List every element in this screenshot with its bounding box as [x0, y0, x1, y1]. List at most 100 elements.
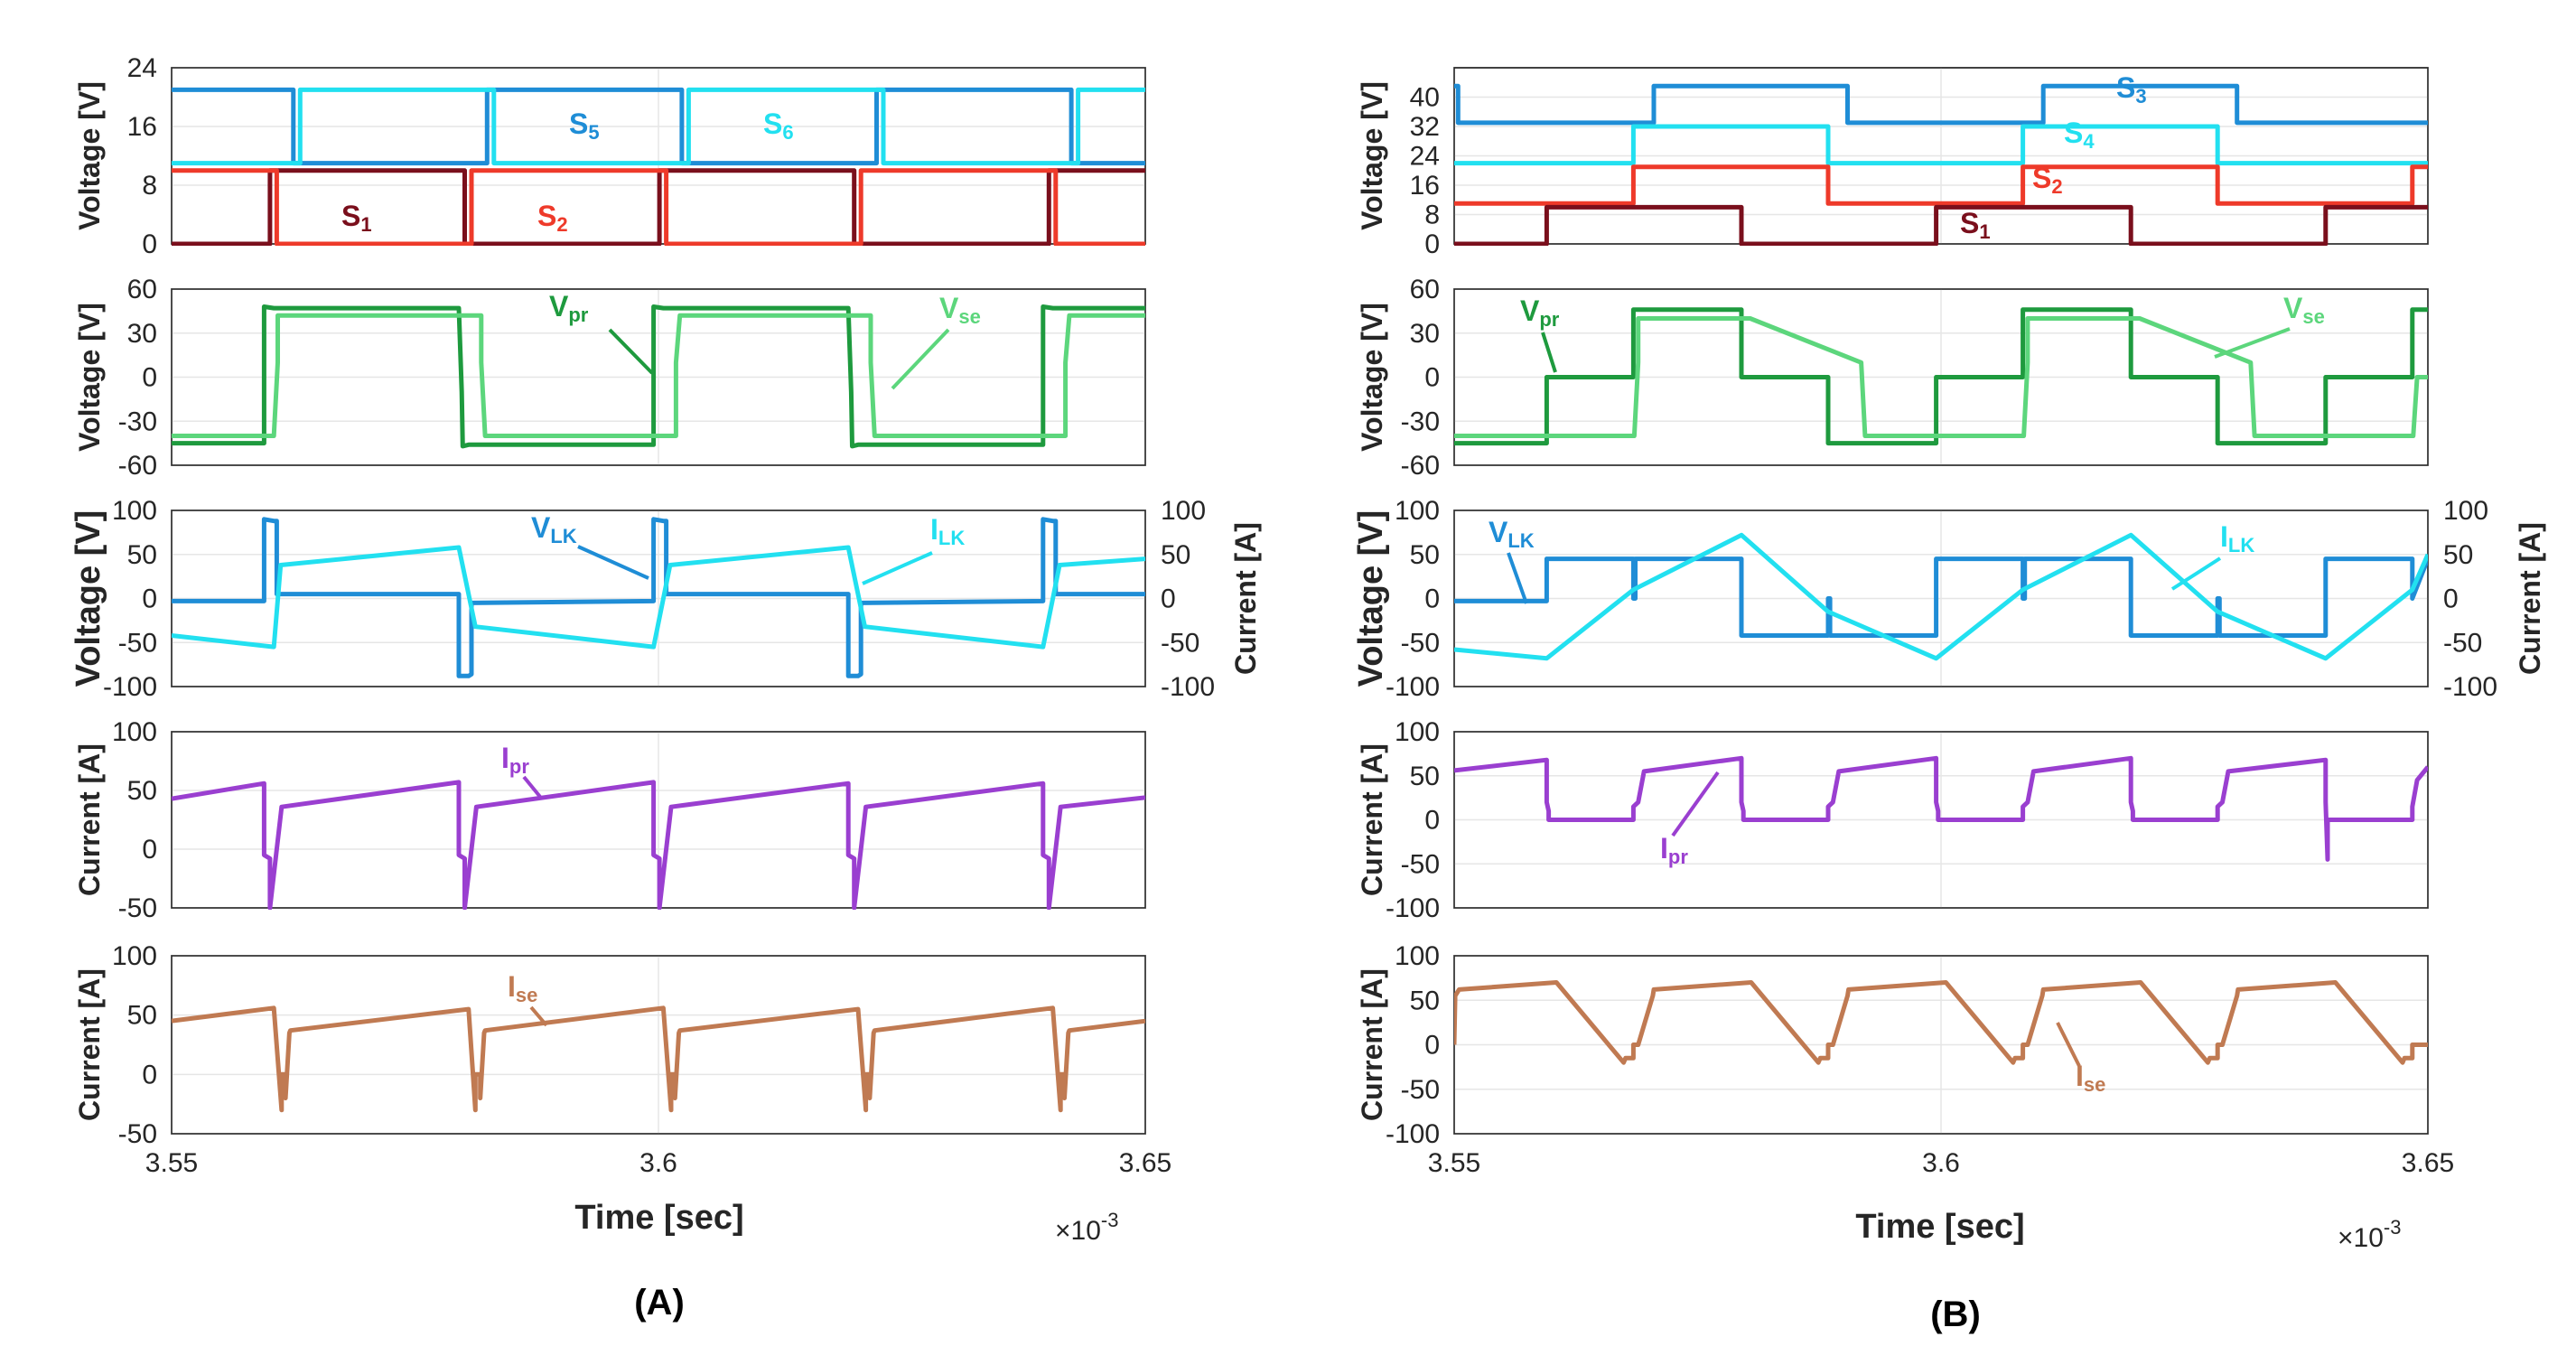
- y-tick-label: 30: [127, 319, 157, 349]
- y-tick-label: 30: [1410, 319, 1440, 349]
- annotation-s1: S1: [1960, 207, 1991, 243]
- annotation-s2: S2: [537, 200, 568, 236]
- series-s2: [172, 168, 1145, 246]
- x-tick-label: 3.65: [2402, 1148, 2454, 1178]
- y-right-tick-label: 100: [2443, 496, 2488, 526]
- annotation-leader-vpr: [1541, 332, 1557, 373]
- series-vlk: [172, 517, 1145, 678]
- y-axis-label: Voltage [V]: [73, 303, 106, 452]
- annotation-s3: S3: [2116, 71, 2147, 108]
- y-tick-label: -50: [118, 628, 157, 658]
- annotation-leader-ipr: [522, 775, 542, 799]
- series-ipr: [172, 780, 1145, 910]
- y-tick-label: 100: [112, 496, 157, 526]
- y-right-tick-label: 0: [2443, 584, 2459, 614]
- series-vse: [172, 313, 1145, 438]
- y-tick-label: 40: [1410, 83, 1440, 113]
- y-right-tick-label: 100: [1161, 496, 1206, 526]
- annotation-ipr: Ipr: [501, 742, 529, 778]
- y-tick-label: 16: [127, 112, 157, 142]
- y-tick-label: 0: [1424, 229, 1440, 259]
- annotation-vlk: VLK: [1489, 516, 1535, 552]
- y-axis-label: Current [A]: [73, 743, 106, 896]
- y-tick-label: 100: [1395, 941, 1440, 971]
- annotation-vse: Vse: [2283, 292, 2325, 328]
- y-tick-label: 0: [142, 584, 157, 614]
- y-tick-label: 100: [112, 717, 157, 747]
- series-ise: [172, 1005, 1145, 1113]
- y-right-tick-label: -100: [1161, 672, 1215, 702]
- axes-frame: [1453, 67, 2429, 245]
- annotation-ipr: Ipr: [1660, 832, 1688, 868]
- y-right-axis-label: Current [A]: [2514, 522, 2546, 675]
- y-tick-label: -60: [1401, 451, 1440, 481]
- annotation-leader-ilk: [862, 551, 933, 585]
- y-tick-label: -30: [1401, 407, 1440, 436]
- y-tick-label: 50: [127, 776, 157, 806]
- y-right-tick-label: 0: [1161, 584, 1176, 614]
- subplot-vpv: -60 -30 0 30 60 Voltage [V] Vpr Vse: [73, 275, 1146, 481]
- y-tick-label: 50: [127, 540, 157, 570]
- y-tick-label: 50: [1410, 762, 1440, 791]
- x-axis-exponent: ×10-3: [1055, 1209, 1118, 1246]
- y-tick-label: 24: [1410, 142, 1440, 172]
- x-axis-label: Time [sec]: [1855, 1208, 2024, 1246]
- y-tick-label: 0: [142, 229, 157, 259]
- x-tick-label: 3.55: [1428, 1148, 1480, 1178]
- y-axis-label: Voltage [V]: [1352, 510, 1390, 687]
- y-tick-label: -60: [118, 451, 157, 481]
- panel-label: (A): [634, 1283, 685, 1323]
- y-axis-label: Voltage [V]: [73, 81, 106, 230]
- series-vlk: [1454, 556, 2428, 638]
- y-axis-label: Voltage [V]: [70, 510, 107, 687]
- annotation-s4: S4: [2064, 117, 2095, 153]
- series-vse: [1454, 316, 2428, 438]
- series-ipr: [1454, 755, 2428, 862]
- x-tick-label: 3.6: [1922, 1148, 1960, 1178]
- y-tick-label: -50: [1401, 628, 1440, 658]
- y-tick-label: 0: [1424, 1031, 1440, 1061]
- y-tick-label: 8: [142, 171, 157, 201]
- axes-frame: [171, 510, 1146, 687]
- annotation-leader-vse: [2214, 327, 2291, 359]
- y-tick-label: 50: [127, 1001, 157, 1031]
- y-tick-label: 100: [1395, 717, 1440, 747]
- y-tick-label: -100: [1386, 1119, 1440, 1149]
- y-tick-label: 32: [1410, 112, 1440, 142]
- axes-frame: [1453, 510, 2429, 687]
- series-s3: [1454, 83, 2428, 126]
- y-right-tick-label: -100: [2443, 672, 2497, 702]
- y-tick-label: 100: [112, 941, 157, 971]
- series-s4: [1454, 124, 2428, 166]
- y-tick-label: 8: [1424, 201, 1440, 230]
- y-axis-label: Voltage [V]: [1356, 303, 1388, 452]
- y-tick-label: 0: [1424, 806, 1440, 836]
- annotation-leader-vse: [891, 328, 950, 390]
- y-tick-label: -100: [1386, 672, 1440, 702]
- y-tick-label: 50: [1410, 986, 1440, 1015]
- x-tick-label: 3.6: [639, 1148, 677, 1178]
- panel-label: (B): [1930, 1295, 1981, 1334]
- annotation-ilk: ILK: [2220, 520, 2254, 556]
- annotation-leader-ipr: [1671, 771, 1720, 837]
- series-vpr: [172, 304, 1145, 449]
- y-tick-label: 0: [142, 835, 157, 865]
- annotation-ilk: ILK: [930, 513, 965, 549]
- series-s5: [172, 87, 1145, 166]
- y-tick-label: 24: [127, 53, 157, 83]
- y-axis-label: Current [A]: [1356, 743, 1388, 896]
- y-right-tick-label: 50: [1161, 540, 1190, 570]
- y-tick-label: 60: [127, 275, 157, 304]
- annotation-leader-vlk: [577, 545, 649, 580]
- y-tick-label: 16: [1410, 171, 1440, 201]
- y-tick-label: 60: [1410, 275, 1440, 304]
- y-right-axis-label: Current [A]: [1229, 522, 1262, 675]
- annotation-s1: S1: [341, 200, 372, 236]
